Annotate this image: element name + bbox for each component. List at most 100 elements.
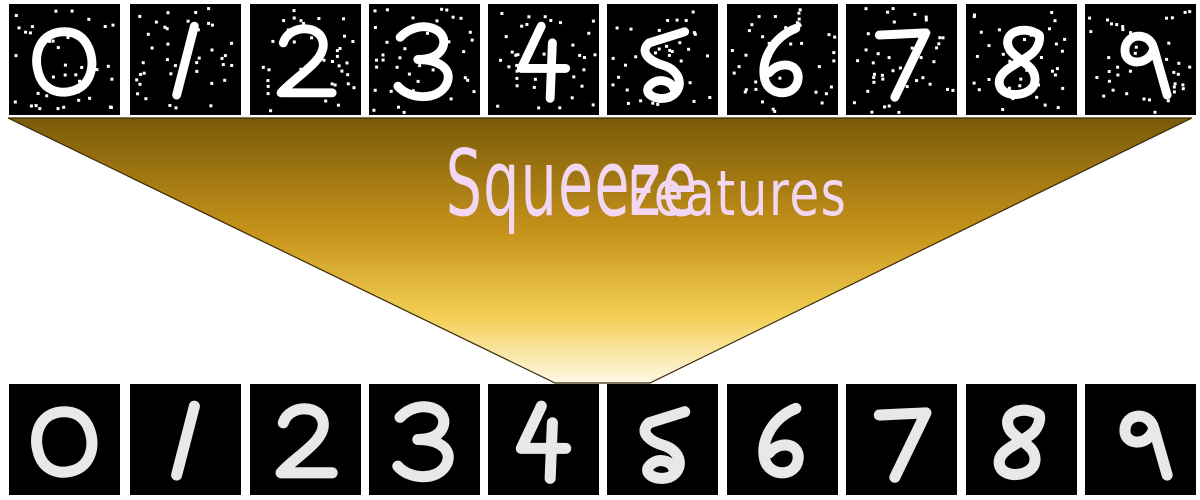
noise-pixel: [463, 76, 467, 80]
noise-pixel: [1007, 94, 1011, 98]
noise-pixel: [173, 64, 177, 68]
noise-pixel: [146, 32, 150, 36]
noise-pixel: [330, 82, 334, 86]
noise-pixel: [656, 102, 660, 106]
noise-pixel: [795, 21, 799, 25]
noise-pixel: [266, 92, 270, 96]
noise-pixel: [541, 25, 545, 29]
noise-pixel: [910, 46, 914, 50]
noise-pixel: [761, 100, 764, 104]
noise-pixel: [74, 73, 78, 77]
noise-pixel: [63, 73, 67, 77]
digit-stroke-0: [32, 27, 97, 97]
tile-background: [488, 4, 599, 115]
noise-pixel: [668, 48, 672, 52]
noise-pixel: [1003, 90, 1007, 94]
noisy-digit-tile-9: [1085, 4, 1196, 115]
noise-pixel: [1154, 49, 1158, 53]
noise-pixel: [470, 38, 474, 42]
noise-pixel: [654, 39, 657, 43]
noise-pixel: [669, 70, 673, 74]
noise-pixel: [913, 12, 917, 16]
noise-pixel: [108, 105, 112, 109]
noise-pixel: [286, 28, 290, 32]
noise-pixel: [515, 76, 519, 80]
noise-pixel: [169, 72, 173, 76]
noise-pixel: [891, 7, 895, 11]
noise-pixel: [582, 56, 586, 59]
noise-pixel: [1121, 28, 1125, 32]
noise-pixel: [1019, 77, 1023, 81]
noise-pixel: [1060, 49, 1064, 53]
tile-background: [9, 384, 120, 495]
noise-pixel: [38, 107, 42, 111]
noise-pixel: [691, 10, 695, 14]
noise-pixel: [626, 101, 630, 105]
noise-pixel: [880, 73, 884, 77]
noise-pixel: [322, 58, 326, 62]
noise-pixel: [932, 60, 936, 64]
noise-pixel: [381, 53, 385, 57]
noisy-digit-tile-6: [727, 4, 838, 115]
noise-pixel: [1115, 23, 1119, 27]
noise-pixel: [402, 110, 406, 114]
noise-pixel: [887, 56, 891, 60]
squeezed-digit-tile-5: [607, 384, 718, 495]
noise-pixel: [520, 24, 524, 28]
noise-pixel: [771, 107, 775, 111]
noise-pixel: [403, 47, 407, 51]
noise-pixel: [593, 53, 597, 57]
noise-pixel: [154, 20, 158, 24]
noise-pixel: [436, 32, 440, 36]
noise-pixel: [1110, 22, 1113, 26]
noise-pixel: [335, 54, 339, 58]
noise-pixel: [504, 35, 508, 39]
digit-stroke-2: [276, 24, 337, 98]
noise-pixel: [331, 60, 334, 63]
noise-pixel: [46, 87, 50, 91]
noise-pixel: [106, 64, 110, 68]
noise-pixel: [941, 36, 945, 40]
noise-pixel: [197, 56, 201, 60]
noise-pixel: [1129, 31, 1133, 35]
noise-pixel: [770, 71, 774, 75]
noise-pixel: [346, 82, 350, 86]
noise-pixel: [744, 53, 748, 57]
noise-pixel: [418, 64, 422, 68]
noise-pixel: [411, 89, 415, 93]
noise-pixel: [269, 109, 273, 113]
noise-pixel: [905, 85, 909, 89]
noise-pixel: [343, 34, 346, 38]
noise-pixel: [1106, 18, 1109, 22]
noise-pixel: [292, 16, 296, 20]
noise-pixel: [221, 63, 225, 67]
noise-pixel: [1172, 70, 1176, 74]
noise-pixel: [165, 58, 169, 62]
noise-pixel: [24, 30, 28, 34]
noise-pixel: [946, 87, 949, 91]
noise-pixel: [657, 28, 661, 32]
noise-pixel: [624, 63, 627, 67]
noise-pixel: [29, 104, 33, 108]
noise-pixel: [527, 15, 531, 19]
noise-pixel: [516, 53, 520, 57]
noise-pixel: [824, 92, 828, 96]
digit-stroke-6: [758, 402, 804, 479]
noisy-digit-tile-8: [966, 4, 1077, 115]
squeezed-digit-tile-4: [488, 384, 599, 495]
noise-pixel: [141, 61, 145, 65]
noise-pixel: [398, 56, 402, 60]
noise-pixel: [757, 15, 761, 19]
squeeze-funnel: [7, 117, 1193, 384]
noise-pixel: [852, 101, 856, 105]
noise-pixel: [747, 29, 751, 33]
noise-pixel: [1004, 71, 1008, 75]
digit-stroke-3: [393, 22, 453, 101]
noise-pixel: [773, 15, 777, 18]
noise-pixel: [210, 81, 214, 85]
digit-stroke-4: [516, 21, 571, 103]
noise-pixel: [767, 41, 771, 45]
noise-pixel: [266, 84, 270, 88]
noise-pixel: [389, 89, 393, 93]
